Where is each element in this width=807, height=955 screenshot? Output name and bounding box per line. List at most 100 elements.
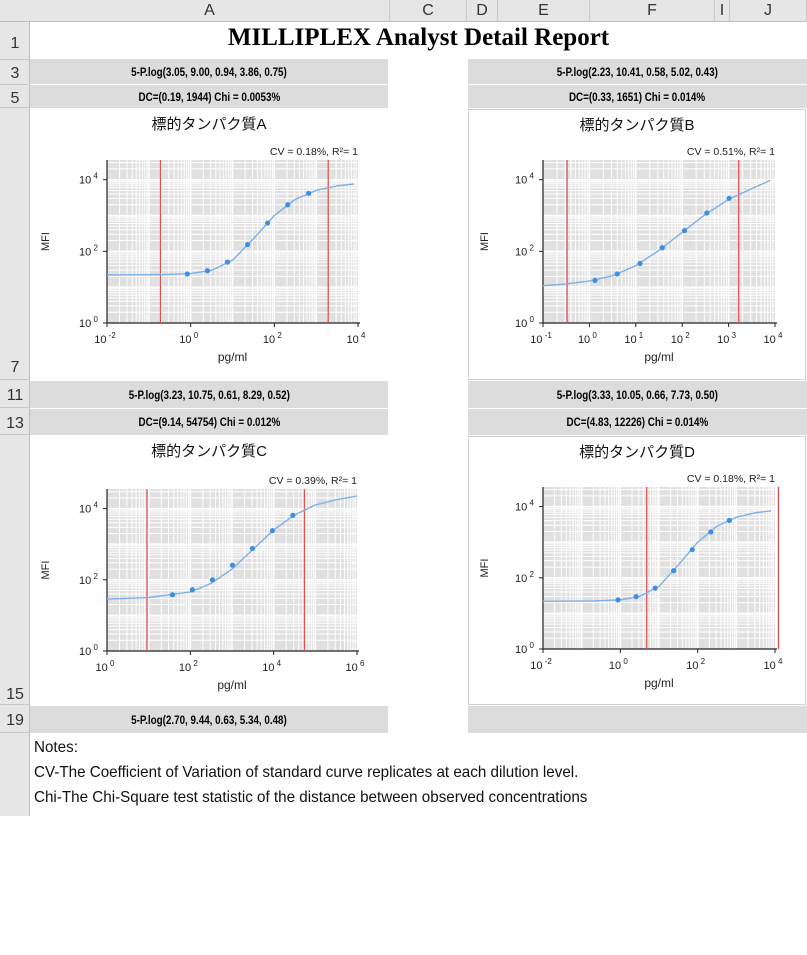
fit-equation-e: 5-P.log(2.70, 9.44, 0.63, 5.34, 0.48) xyxy=(131,712,287,727)
x-tick-label: 10 4 xyxy=(347,331,366,346)
column-header-a[interactable]: A xyxy=(30,0,390,22)
row-header-11[interactable]: 11 xyxy=(0,380,30,408)
fit-equation-a: 5-P.log(3.05, 9.00, 0.94, 3.86, 0.75) xyxy=(131,64,287,79)
data-point xyxy=(652,585,658,591)
row-header-7[interactable]: 7 xyxy=(0,108,30,380)
data-point xyxy=(659,245,665,251)
plot-background xyxy=(543,160,775,323)
x-tick-exponent: 6 xyxy=(358,659,365,668)
chart-panel-b[interactable]: 標的タンパク質B 10 -1 10 0 10 1 10 2 10 3 10 4 10 0 10… xyxy=(468,109,806,380)
column-header-i[interactable]: I xyxy=(715,0,730,22)
fit-cell-b[interactable]: 5-P.log(2.23, 10.41, 0.58, 5.02, 0.43) xyxy=(468,59,807,84)
dc-chi-a: DC=(0.19, 1944) Chi = 0.0053% xyxy=(138,89,280,104)
column-header-f[interactable]: F xyxy=(590,0,715,22)
dc-cell-d[interactable]: DC=(4.83, 12226) Chi = 0.014% xyxy=(468,409,807,435)
row-header-1[interactable]: 1 xyxy=(0,22,30,60)
y-axis-label: MFI xyxy=(40,561,52,580)
column-header-e[interactable]: E xyxy=(498,0,590,22)
x-tick-exponent: 1 xyxy=(637,331,644,340)
dc-cell-b[interactable]: DC=(0.33, 1651) Chi = 0.014% xyxy=(468,85,807,108)
data-point xyxy=(726,195,732,201)
fit-cell-d[interactable]: 5-P.log(3.33, 10.05, 0.66, 7.73, 0.50) xyxy=(468,381,807,408)
fit-curve xyxy=(542,510,772,602)
note-chi: Chi-The Chi-Square test statistic of the… xyxy=(34,789,588,806)
data-point xyxy=(244,241,251,248)
y-tick-exponent: 4 xyxy=(91,501,98,510)
y-axis-label: MFI xyxy=(479,559,491,578)
x-tick-label: 10 2 xyxy=(686,657,705,672)
y-tick-exponent: 2 xyxy=(527,570,534,579)
column-header-c[interactable]: C xyxy=(390,0,467,22)
x-tick-exponent: -2 xyxy=(106,331,116,340)
chart-c: 10 0 10 2 10 4 10 6 10 0 10 2 10 4 CV = 0.39%, … xyxy=(40,475,365,692)
row-header-5[interactable]: 5 xyxy=(0,85,30,108)
y-axis-label: MFI xyxy=(40,232,52,251)
fit-cell-a[interactable]: 5-P.log(3.05, 9.00, 0.94, 3.86, 0.75) xyxy=(30,59,388,84)
report-title: MILLIPLEX Analyst Detail Report xyxy=(227,24,610,51)
empty-gray-cell[interactable] xyxy=(468,706,807,733)
x-tick-exponent: -2 xyxy=(542,657,552,666)
y-tick-label: 10 2 xyxy=(515,570,534,585)
y-tick-exponent: 2 xyxy=(91,572,98,581)
y-tick-label: 10 4 xyxy=(79,501,98,516)
y-tick-exponent: 4 xyxy=(527,172,534,181)
data-point xyxy=(249,545,256,552)
y-tick-exponent: 0 xyxy=(91,643,98,652)
x-tick-label: 10 3 xyxy=(717,331,736,346)
column-header-j[interactable]: J xyxy=(730,0,807,22)
chart-b: 10 -1 10 0 10 1 10 2 10 3 10 410 010 210 4CV … xyxy=(479,146,783,364)
x-tick-exponent: 0 xyxy=(590,331,597,340)
x-tick-label: 10 -2 xyxy=(530,657,552,672)
x-tick-exponent: 0 xyxy=(191,331,198,340)
data-point xyxy=(224,259,231,265)
x-tick-label: 10 2 xyxy=(179,659,198,674)
x-tick-label: 10 0 xyxy=(96,659,115,674)
row-header-15[interactable]: 15 xyxy=(0,435,30,705)
fit-equation-b: 5-P.log(2.23, 10.41, 0.58, 5.02, 0.43) xyxy=(556,64,719,79)
row-header-19[interactable]: 19 xyxy=(0,705,30,733)
row-headers: 1 3 5 7 11 13 15 19 xyxy=(0,22,30,816)
dc-cell-c[interactable]: DC=(9.14, 54754) Chi = 0.012% xyxy=(30,409,388,435)
data-point xyxy=(726,517,732,524)
data-point xyxy=(637,260,643,267)
data-point xyxy=(615,597,621,603)
data-point xyxy=(306,190,312,196)
y-tick-label: 10 4 xyxy=(79,172,98,187)
y-tick-label: 10 4 xyxy=(515,499,534,514)
column-header-d[interactable]: D xyxy=(467,0,498,22)
row-header-3[interactable]: 3 xyxy=(0,60,30,85)
x-tick-label: 10 -1 xyxy=(530,331,552,346)
y-tick-exponent: 2 xyxy=(527,243,534,252)
y-tick-exponent: 4 xyxy=(91,172,98,181)
notes-heading: Notes: xyxy=(34,739,78,756)
data-point xyxy=(265,220,271,226)
x-tick-exponent: 4 xyxy=(776,331,783,340)
y-tick-exponent: 0 xyxy=(527,315,534,324)
dc-cell-a[interactable]: DC=(0.19, 1944) Chi = 0.0053% xyxy=(30,85,388,108)
chart-title-b: 標的タンパク質B xyxy=(579,117,695,134)
fit-curve xyxy=(106,183,354,276)
fit-cell-e[interactable]: 5-P.log(2.70, 9.44, 0.63, 5.34, 0.48) xyxy=(30,706,388,733)
data-point xyxy=(592,277,598,283)
chart-panel-d[interactable]: 標的タンパク質D 10 -2 10 0 10 2 10 4 10 0 10 2 10 4 CV… xyxy=(468,436,806,705)
x-tick-label: 10 0 xyxy=(578,331,597,346)
data-point xyxy=(229,562,236,568)
y-tick-label: 10 2 xyxy=(79,572,98,587)
row-header-13[interactable]: 13 xyxy=(0,408,30,435)
y-tick-label: 10 0 xyxy=(515,315,534,330)
chart-panel-c[interactable]: 標的タンパク質C 10 0 10 2 10 4 10 6 10 0 10 2 10 4 CV … xyxy=(30,436,388,705)
dc-chi-d: DC=(4.83, 12226) Chi = 0.014% xyxy=(566,415,709,429)
x-tick-exponent: 2 xyxy=(191,659,198,668)
fit-cell-c[interactable]: 5-P.log(3.23, 10.75, 0.61, 8.29, 0.52) xyxy=(30,381,388,408)
note-cv: CV-The Coefficient of Variation of stand… xyxy=(34,764,579,781)
data-point xyxy=(285,202,291,208)
dc-chi-c: DC=(9.14, 54754) Chi = 0.012% xyxy=(138,415,280,429)
data-point xyxy=(633,594,639,600)
fit-equation-d: 5-P.log(3.33, 10.05, 0.66, 7.73, 0.50) xyxy=(556,387,719,402)
data-point xyxy=(681,227,688,234)
chart-panel-a[interactable]: 標的タンパク質A 10 -2 10 0 10 2 10 4 10 0 10 2 10 4 CV… xyxy=(30,109,388,380)
data-point xyxy=(671,568,677,574)
x-axis-label: pg/ml xyxy=(218,350,247,364)
y-tick-exponent: 0 xyxy=(91,315,98,324)
x-tick-exponent: 0 xyxy=(621,657,628,666)
